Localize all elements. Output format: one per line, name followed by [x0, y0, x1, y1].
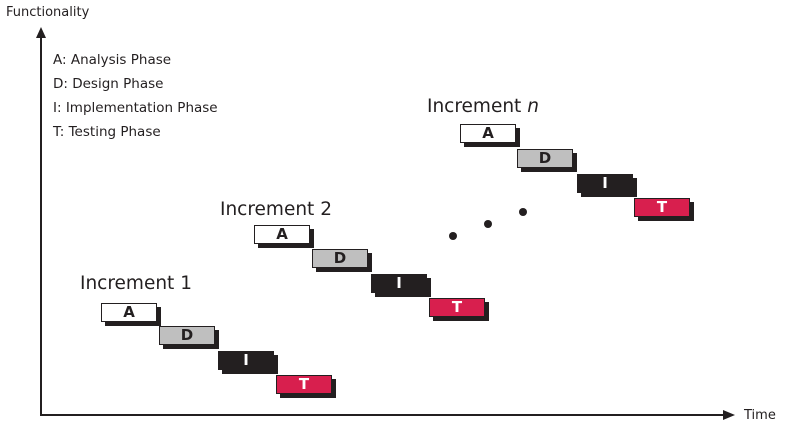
x-axis-label: Time — [744, 408, 776, 423]
increment-n-implementation-box: I — [577, 174, 637, 197]
increment-1-implementation-box: I — [218, 351, 278, 374]
increment-1-testing-box: T — [276, 375, 336, 398]
ellipsis-dot — [519, 208, 527, 216]
phase-legend: A: Analysis Phase D: Design Phase I: Imp… — [53, 48, 218, 144]
y-axis-label: Functionality — [6, 5, 90, 20]
x-axis-arrow-icon — [723, 410, 735, 420]
increment-n-title: Increment n — [427, 96, 539, 118]
legend-item-analysis: A: Analysis Phase — [53, 52, 172, 68]
legend-item-design: D: Design Phase — [53, 76, 164, 92]
increment-2-testing-box: T — [429, 298, 489, 321]
y-axis-arrow-icon — [36, 27, 46, 38]
ellipsis-dot — [484, 220, 492, 228]
legend-item-implementation: I: Implementation Phase — [53, 100, 218, 116]
ellipsis-dot — [449, 232, 457, 240]
increment-n-testing-box: T — [634, 198, 694, 221]
increment-1-label: Increment 1 — [80, 273, 192, 294]
increment-1-design-box: D — [159, 326, 219, 349]
increment-2-design-box: D — [312, 249, 372, 272]
increment-1-analysis-box: A — [101, 303, 161, 326]
increment-n-label: Increment — [427, 96, 528, 117]
legend-item-testing: T: Testing Phase — [53, 124, 161, 140]
increment-2-label: Increment 2 — [220, 199, 332, 220]
increment-n-variable: n — [527, 96, 539, 117]
increment-2-analysis-box: A — [254, 225, 314, 248]
increment-n-analysis-box: A — [460, 124, 520, 147]
increment-2-implementation-box: I — [371, 274, 431, 297]
increment-1-title: Increment 1 — [80, 273, 192, 295]
increment-n-design-box: D — [517, 149, 577, 172]
increment-2-title: Increment 2 — [220, 199, 332, 221]
